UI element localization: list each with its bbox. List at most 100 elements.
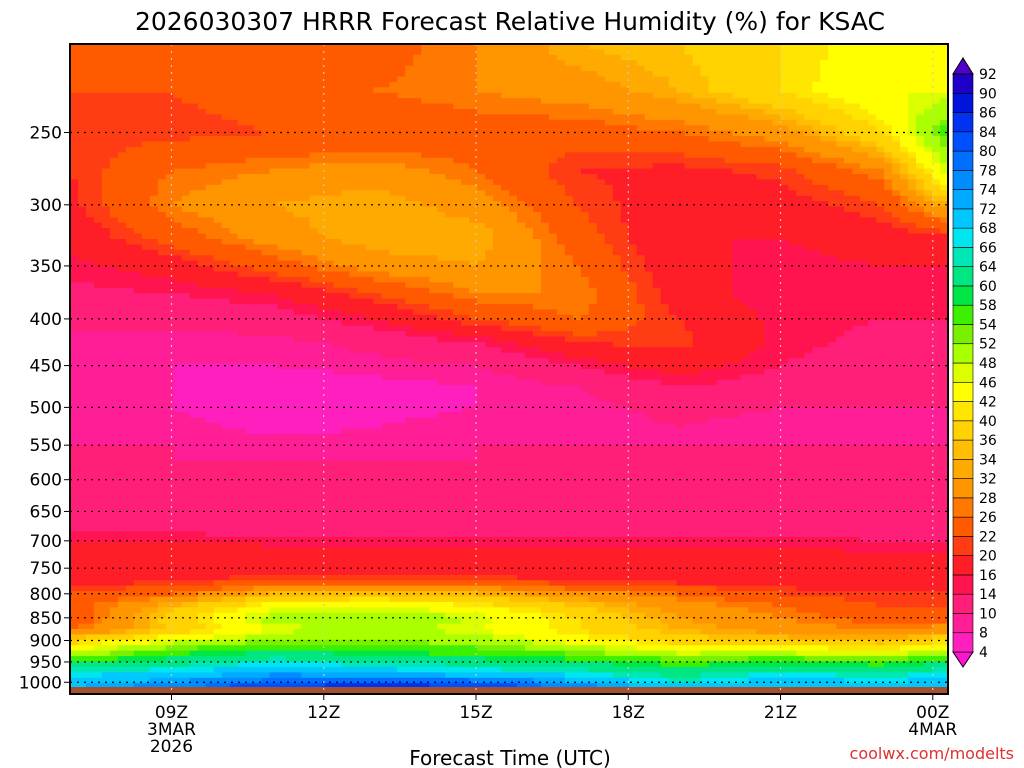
heatmap-cell	[261, 103, 271, 110]
heatmap-cell	[756, 136, 766, 143]
heatmap-cell	[109, 103, 119, 110]
heatmap-cell	[748, 163, 758, 170]
heatmap-cell	[740, 222, 750, 229]
heatmap-cell	[333, 141, 342, 148]
heatmap-cell	[269, 152, 279, 159]
heatmap-cell	[269, 98, 279, 105]
heatmap-cell	[524, 206, 534, 213]
heatmap-cell	[389, 65, 398, 72]
heatmap-cell	[285, 81, 295, 88]
heatmap-cell	[237, 276, 247, 283]
heatmap-cell	[109, 255, 119, 262]
heatmap-cell	[700, 152, 710, 159]
heatmap-cell	[373, 125, 382, 132]
heatmap-cell	[716, 71, 726, 78]
heatmap-cell	[397, 146, 406, 153]
heatmap-cell	[924, 81, 933, 88]
heatmap-cell	[117, 239, 127, 246]
heatmap-cell	[261, 157, 271, 164]
heatmap-cell	[588, 217, 598, 224]
heatmap-cell	[117, 71, 127, 78]
heatmap-cell	[253, 206, 263, 213]
heatmap-cell	[812, 141, 821, 148]
heatmap-cell	[141, 249, 151, 256]
heatmap-cell	[141, 141, 151, 148]
heatmap-cell	[213, 255, 223, 262]
heatmap-cell	[461, 168, 470, 175]
heatmap-cell	[469, 114, 478, 121]
heatmap-cell	[213, 163, 223, 170]
heatmap-cell	[309, 54, 319, 61]
heatmap-cell	[876, 201, 885, 208]
heatmap-cell	[516, 184, 526, 191]
heatmap-cell	[181, 271, 191, 278]
heatmap-cell	[221, 260, 231, 267]
heatmap-cell	[77, 81, 87, 88]
heatmap-cell	[285, 271, 295, 278]
heatmap-cell	[532, 211, 542, 218]
heatmap-cell	[301, 146, 311, 153]
heatmap-cell	[149, 92, 159, 99]
heatmap-cell	[365, 244, 374, 251]
heatmap-cell	[85, 49, 95, 56]
heatmap-cell	[389, 130, 398, 137]
heatmap-cell	[604, 49, 614, 56]
heatmap-cell	[70, 54, 79, 61]
heatmap-cell	[876, 255, 885, 262]
heatmap-cell	[141, 76, 151, 83]
heatmap-cell	[708, 163, 718, 170]
heatmap-cell	[237, 282, 247, 289]
heatmap-cell	[357, 206, 366, 213]
heatmap-cell	[644, 239, 654, 246]
heatmap-cell	[660, 163, 670, 170]
heatmap-cell	[700, 130, 710, 137]
heatmap-cell	[700, 239, 710, 246]
heatmap-cell	[564, 98, 574, 105]
heatmap-cell	[596, 190, 606, 197]
heatmap-cell	[149, 119, 159, 126]
heatmap-cell	[317, 152, 327, 159]
heatmap-cell	[548, 130, 558, 137]
heatmap-cell	[620, 49, 630, 56]
heatmap-cell	[125, 190, 135, 197]
heatmap-cell	[612, 81, 622, 88]
heatmap-cell	[493, 228, 502, 235]
heatmap-cell	[469, 184, 478, 191]
heatmap-cell	[309, 119, 319, 126]
heatmap-cell	[189, 119, 199, 126]
heatmap-cell	[437, 206, 446, 213]
heatmap-cell	[868, 249, 877, 256]
heatmap-cell	[708, 152, 718, 159]
heatmap-cell	[516, 260, 526, 267]
heatmap-cell	[604, 136, 614, 143]
heatmap-cell	[453, 282, 462, 289]
heatmap-cell	[70, 239, 79, 246]
heatmap-cell	[844, 179, 853, 186]
heatmap-cell	[197, 201, 207, 208]
heatmap-cell	[916, 163, 925, 170]
heatmap-cell	[213, 98, 223, 105]
heatmap-cell	[588, 114, 598, 121]
heatmap-cell	[748, 168, 758, 175]
heatmap-cell	[381, 125, 390, 132]
heatmap-cell	[181, 157, 191, 164]
heatmap-cell	[133, 211, 143, 218]
heatmap-cell	[469, 119, 478, 126]
heatmap-cell	[524, 54, 534, 61]
heatmap-cell	[524, 201, 534, 208]
heatmap-cell	[197, 114, 207, 121]
heatmap-cell	[77, 174, 87, 181]
heatmap-cell	[445, 174, 454, 181]
heatmap-cell	[700, 266, 710, 273]
heatmap-cell	[556, 271, 566, 278]
heatmap-cell	[373, 195, 382, 202]
heatmap-cell	[684, 76, 694, 83]
heatmap-cell	[70, 114, 79, 121]
heatmap-cell	[125, 179, 135, 186]
heatmap-cell	[668, 233, 678, 240]
heatmap-cell	[524, 255, 534, 262]
heatmap-cell	[740, 190, 750, 197]
heatmap-cell	[70, 206, 79, 213]
heatmap-cell	[692, 92, 702, 99]
heatmap-cell	[684, 211, 694, 218]
